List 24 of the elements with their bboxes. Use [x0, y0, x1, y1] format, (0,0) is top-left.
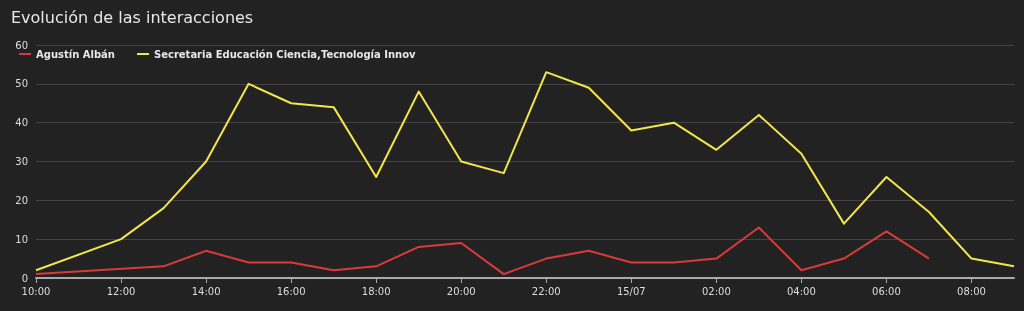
y-tick-label: 50 — [15, 78, 28, 90]
y-tick-label: 30 — [15, 156, 28, 167]
x-tick-label: 10:00 — [21, 285, 51, 297]
x-tick-label: 15/07 — [616, 285, 646, 297]
x-tick-label: 20:00 — [446, 285, 476, 297]
x-tick-label: 16:00 — [276, 285, 306, 297]
x-tick-label: 22:00 — [531, 285, 561, 297]
line-series — [35, 226, 930, 276]
x-tick-label: 14:00 — [191, 285, 221, 297]
x-tick-label: 02:00 — [701, 285, 731, 297]
x-tick-label: 06:00 — [872, 285, 901, 297]
y-tick-label: 20 — [15, 194, 28, 206]
x-tick-label: 04:00 — [786, 285, 816, 297]
legend-label: Secretaria Educación Ciencia,Tecnología Innov — [153, 48, 417, 60]
chart-title: Evolución de las interacciones — [11, 7, 254, 27]
x-tick-label: 12:00 — [106, 285, 136, 297]
y-tick-label: 40 — [15, 117, 28, 129]
x-tick-label: 18:00 — [361, 285, 391, 297]
line-series — [35, 71, 1015, 272]
y-tick-label: 60 — [15, 39, 28, 51]
y-tick-label: 0 — [21, 272, 28, 284]
legend-label: Agustín Albán — [36, 48, 115, 60]
y-tick-label: 10 — [15, 233, 28, 245]
x-tick-label: 08:00 — [957, 285, 986, 297]
